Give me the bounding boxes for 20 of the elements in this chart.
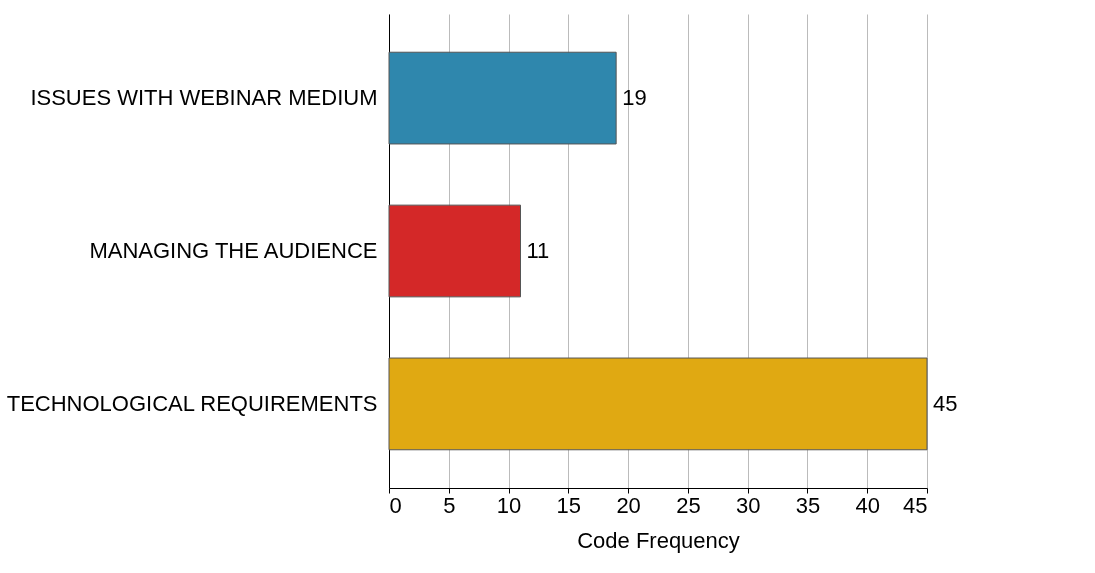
data-label: 19 [622,85,647,111]
x-tick-label: 20 [616,492,641,518]
x-tick-label: 0 [389,492,402,518]
x-tick-label: 45 [903,492,928,518]
y-tick-label: ISSUES WITH WEBINAR MEDIUM [30,85,378,111]
bar [388,51,617,145]
x-axis-title: Code Frequency [577,527,740,553]
x-tick-label: 10 [496,492,522,518]
y-tick-label: MANAGING THE AUDIENCE [89,238,378,263]
x-tick-label: 15 [556,492,582,518]
x-tick-label: 30 [735,492,761,518]
x-tick-label: 40 [855,492,880,518]
data-label: 11 [526,238,550,263]
x-tick-label: 5 [443,492,456,518]
y-tick-label: TECHNOLOGICAL REQUIREMENTS [6,390,378,416]
data-label: 45 [933,390,958,416]
bar [388,204,522,298]
x-tick-label: 35 [795,492,821,518]
bar [388,357,928,451]
x-tick-label: 25 [676,492,701,518]
